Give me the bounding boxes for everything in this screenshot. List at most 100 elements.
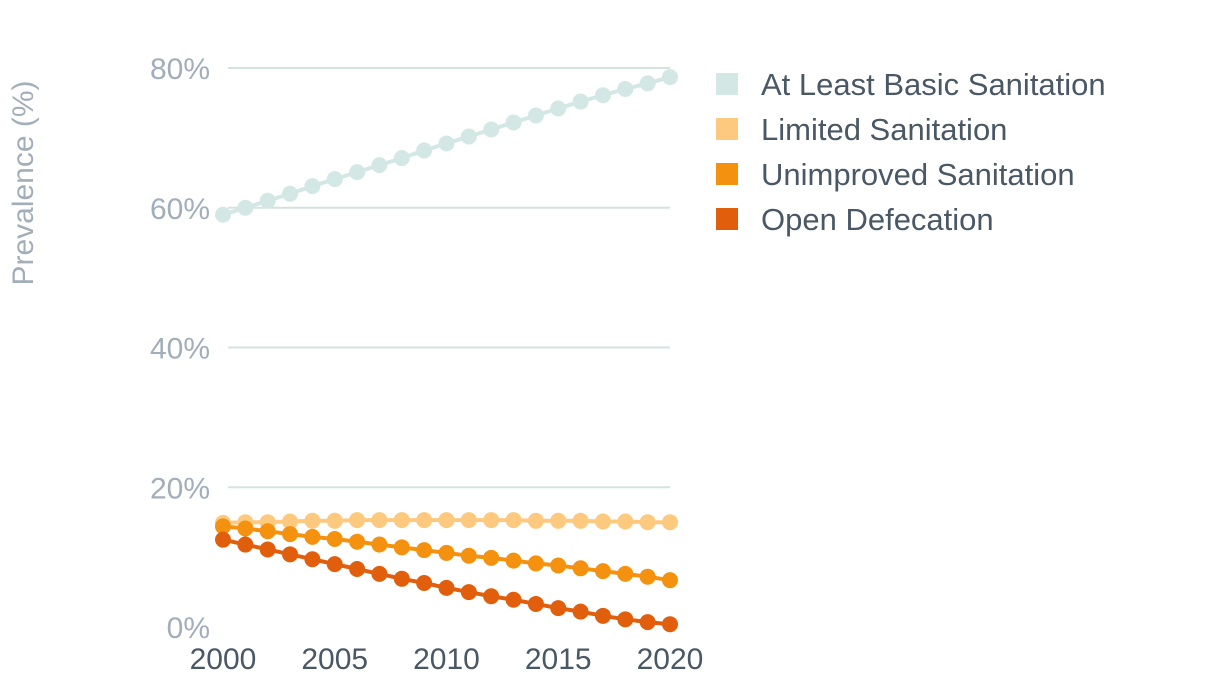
data-point <box>527 107 544 124</box>
y-tick-label: 20% <box>150 472 210 505</box>
data-point <box>550 512 567 529</box>
legend-label: Unimproved Sanitation <box>761 157 1075 192</box>
data-point <box>438 135 455 152</box>
data-point <box>483 549 500 566</box>
data-point <box>393 512 410 529</box>
data-point <box>639 614 656 631</box>
x-tick-label: 2020 <box>637 643 704 676</box>
data-point <box>326 512 343 529</box>
x-tick-label: 2005 <box>301 643 368 676</box>
data-point <box>460 547 477 564</box>
data-point <box>617 611 634 628</box>
data-point <box>617 513 634 530</box>
series-unimproved-sanitation <box>215 518 678 589</box>
data-point <box>259 541 276 558</box>
data-point <box>572 93 589 110</box>
data-point <box>550 557 567 574</box>
y-tick-label: 40% <box>150 333 210 366</box>
data-point <box>326 171 343 188</box>
data-point <box>505 512 522 529</box>
legend-swatch <box>716 208 738 230</box>
data-point <box>282 546 299 563</box>
legend: At Least Basic Sanitation Limited Sanitat… <box>716 67 1106 237</box>
legend-swatch <box>716 118 738 140</box>
series-at-least-basic-sanitation <box>215 69 678 223</box>
x-axis-ticks: 2000 2005 2010 2015 2020 <box>190 643 704 676</box>
data-point <box>304 551 321 568</box>
data-point <box>527 555 544 572</box>
data-point <box>438 579 455 596</box>
data-point <box>572 603 589 620</box>
data-point <box>460 512 477 529</box>
data-point <box>639 75 656 92</box>
series-layer <box>215 69 678 633</box>
data-point <box>349 164 366 181</box>
data-point <box>505 552 522 569</box>
data-point <box>416 512 433 529</box>
data-point <box>304 178 321 195</box>
data-point <box>594 513 611 530</box>
gridlines <box>228 67 670 489</box>
data-point <box>617 80 634 97</box>
legend-label: Open Defecation <box>761 202 994 237</box>
series-limited-sanitation <box>215 512 678 531</box>
data-point <box>237 199 254 216</box>
legend-item: Open Defecation <box>716 202 994 237</box>
data-point <box>416 574 433 591</box>
data-point <box>259 523 276 540</box>
data-point <box>550 600 567 617</box>
data-point <box>349 533 366 550</box>
legend-label: At Least Basic Sanitation <box>761 67 1106 102</box>
data-point <box>215 206 231 223</box>
data-point <box>438 544 455 561</box>
data-point <box>215 531 231 548</box>
data-point <box>349 561 366 578</box>
data-point <box>594 87 611 104</box>
data-point <box>662 69 678 86</box>
data-point <box>237 536 254 553</box>
data-point <box>550 100 567 117</box>
y-axis-title: Prevalence (%) <box>7 80 40 285</box>
data-point <box>237 520 254 537</box>
data-point <box>662 616 678 633</box>
data-point <box>483 121 500 138</box>
legend-swatch <box>716 163 738 185</box>
legend-item: Limited Sanitation <box>716 112 1007 147</box>
data-point <box>527 512 544 529</box>
data-point <box>393 539 410 556</box>
data-point <box>527 595 544 612</box>
data-point <box>304 512 321 529</box>
data-point <box>282 185 299 202</box>
data-point <box>326 530 343 547</box>
x-tick-label: 2015 <box>525 643 592 676</box>
y-tick-label: 80% <box>150 53 210 86</box>
data-point <box>505 591 522 608</box>
data-point <box>371 157 388 174</box>
legend-item: Unimproved Sanitation <box>716 157 1075 192</box>
x-tick-label: 2000 <box>190 643 257 676</box>
data-point <box>304 528 321 545</box>
series-open-defecation <box>215 531 678 633</box>
data-point <box>416 142 433 159</box>
data-point <box>460 584 477 601</box>
data-point <box>662 514 678 531</box>
data-point <box>438 512 455 529</box>
legend-swatch <box>716 73 738 95</box>
data-point <box>371 536 388 553</box>
data-point <box>639 514 656 531</box>
data-point <box>483 512 500 529</box>
y-tick-label: 60% <box>150 193 210 226</box>
data-point <box>393 150 410 167</box>
data-point <box>594 607 611 624</box>
y-axis-ticks: 0% 20% 40% 60% 80% <box>150 53 210 645</box>
data-point <box>639 568 656 585</box>
data-point <box>460 128 477 145</box>
data-point <box>594 563 611 580</box>
x-tick-label: 2010 <box>413 643 480 676</box>
data-point <box>483 588 500 605</box>
data-point <box>326 556 343 573</box>
legend-item: At Least Basic Sanitation <box>716 67 1106 102</box>
data-point <box>662 572 678 589</box>
data-point <box>349 512 366 529</box>
